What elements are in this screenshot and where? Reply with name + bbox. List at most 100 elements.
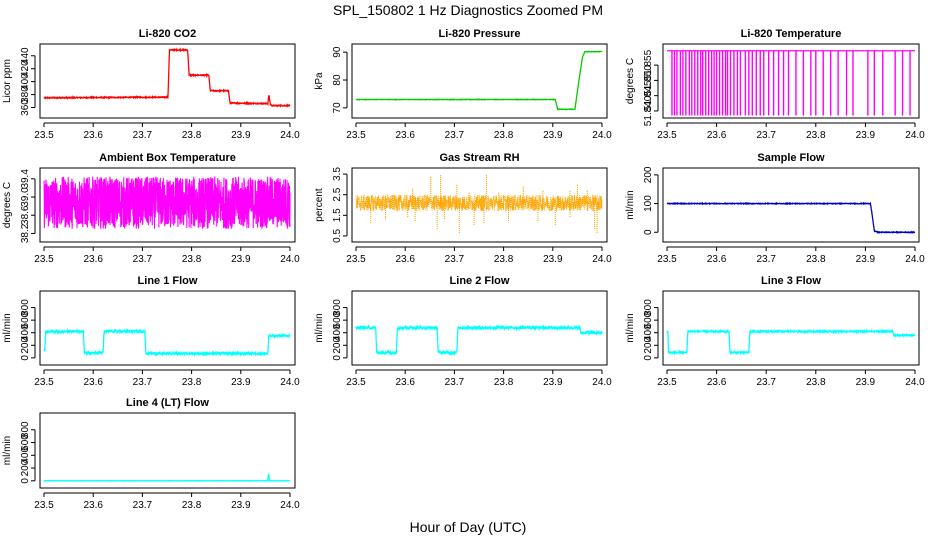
chart-panel: Line 4 (LT) Flow 23.5 23.6 23.7 23.8 23.9 24.0… [2, 397, 300, 511]
series-line [355, 193, 603, 212]
y-tick-label: 200 [20, 459, 31, 476]
plot-area [355, 174, 603, 234]
x-tick-label: 23.9 [231, 130, 251, 141]
series-line [666, 201, 916, 234]
x-tick-label: 23.6 [707, 254, 727, 265]
x-tick-label: 23.5 [34, 254, 54, 265]
x-tick-label: 24.0 [280, 377, 300, 388]
x-tick-label: 23.9 [856, 254, 876, 265]
y-tick-label: 600 [643, 311, 654, 328]
chart-title: Line 2 Flow [450, 275, 510, 287]
y-tick-label: 38.2 [20, 223, 31, 243]
chart-panel: Line 3 Flow 23.5 23.6 23.7 23.8 23.9 24.0 02004… [625, 275, 925, 388]
chart-panel: Sample Flow 23.5 23.6 23.7 23.8 23.9 24.0 0 100 2… [625, 152, 925, 265]
y-tick-label: 90 [332, 46, 343, 58]
x-tick-label: 23.8 [806, 130, 826, 141]
series-line [43, 473, 291, 482]
x-tick-label: 23.7 [445, 130, 465, 141]
plot-area [43, 176, 291, 229]
series-line [43, 47, 291, 108]
y-axis-label: ml/min [2, 436, 13, 465]
y-tick-label: 440 [20, 47, 31, 64]
y-axis-label: degrees C [2, 182, 13, 228]
y-tick-label: 70 [332, 102, 343, 114]
plot-area [355, 50, 603, 111]
x-tick-label: 23.8 [494, 254, 514, 265]
x-tick-label: 23.6 [83, 377, 103, 388]
y-axis-label: degrees C [625, 58, 636, 104]
y-tick-label: 800 [20, 299, 31, 316]
plot-frame [39, 412, 296, 489]
chart-panel: Line 2 Flow 23.5 23.6 23.7 23.8 23.9 24.0 02004… [314, 275, 612, 388]
plot-area [43, 47, 291, 108]
y-tick-label: 800 [332, 299, 343, 316]
x-tick-label: 24.0 [592, 254, 612, 265]
y-tick-label: 200 [643, 166, 654, 183]
y-tick-label: 200 [332, 337, 343, 354]
plot-frame [351, 43, 608, 119]
x-tick-label: 23.6 [395, 254, 415, 265]
plot-frame [39, 290, 296, 366]
y-tick-label: 400 [20, 447, 31, 464]
y-tick-label: 400 [20, 73, 31, 90]
x-tick-label: 23.7 [133, 377, 153, 388]
x-tick-label: 23.8 [182, 254, 202, 265]
y-tick-label: 380 [20, 86, 31, 103]
x-tick-label: 23.6 [707, 377, 727, 388]
x-tick-label: 23.6 [395, 130, 415, 141]
plot-area [666, 201, 916, 234]
y-tick-label: 1.5 [332, 208, 343, 222]
y-tick-label: 51.855 [643, 49, 654, 80]
x-tick-label: 23.9 [231, 377, 251, 388]
x-tick-label: 24.0 [905, 377, 925, 388]
chart-title: Line 1 Flow [138, 275, 198, 287]
plot-area [355, 323, 603, 357]
series-line [355, 50, 603, 111]
chart-title: Li-820 Pressure [439, 28, 521, 40]
plot-frame [662, 290, 920, 366]
plot-frame [39, 167, 296, 243]
x-tick-label: 23.6 [707, 130, 727, 141]
y-tick-label: 38.6 [20, 205, 31, 225]
y-tick-label: 600 [20, 311, 31, 328]
y-tick-label: 420 [20, 60, 31, 77]
y-tick-label: 400 [20, 324, 31, 341]
x-tick-label: 23.6 [395, 377, 415, 388]
panels: Li-820 CO2 23.5 23.6 23.7 23.8 23.9 24.0 360380… [2, 28, 925, 511]
x-tick-label: 23.8 [182, 130, 202, 141]
chart-panel: Li-820 CO2 23.5 23.6 23.7 23.8 23.9 24.0 360380… [2, 28, 300, 141]
chart-panel: Gas Stream RH 23.5 23.6 23.7 23.8 23.9 24.0 0.5… [314, 152, 612, 265]
y-tick-label: 400 [643, 324, 654, 341]
x-tick-label: 23.6 [83, 130, 103, 141]
x-tick-label: 24.0 [280, 500, 300, 511]
y-tick-label: 0 [643, 355, 654, 361]
x-tick-label: 23.9 [543, 254, 563, 265]
x-tick-label: 23.8 [494, 377, 514, 388]
y-tick-label: 2.5 [332, 187, 343, 201]
x-tick-label: 23.6 [83, 500, 103, 511]
x-tick-label: 23.9 [543, 130, 563, 141]
x-tick-label: 23.6 [83, 254, 103, 265]
x-tick-label: 23.7 [133, 130, 153, 141]
plot-area [43, 327, 291, 358]
series-line [43, 176, 291, 229]
x-tick-label: 24.0 [280, 130, 300, 141]
plot-frame [351, 290, 608, 366]
y-axis-label: ml/min [2, 313, 13, 342]
y-tick-label: 360 [20, 99, 31, 116]
x-tick-label: 23.5 [346, 130, 366, 141]
x-tick-label: 24.0 [592, 377, 612, 388]
x-tick-label: 23.9 [856, 377, 876, 388]
y-tick-label: 0 [20, 355, 31, 361]
x-tick-label: 23.8 [806, 377, 826, 388]
y-tick-label: 200 [643, 337, 654, 354]
y-tick-label: 800 [643, 299, 654, 316]
y-tick-label: 800 [20, 421, 31, 438]
x-tick-label: 23.5 [346, 377, 366, 388]
chart-panel: Li-820 Temperature 23.5 23.6 23.7 23.8 23.9 24… [625, 28, 925, 141]
x-tick-label: 23.5 [34, 130, 54, 141]
plot-area [43, 473, 291, 482]
x-tick-label: 24.0 [280, 254, 300, 265]
x-tick-label: 23.7 [756, 130, 776, 141]
